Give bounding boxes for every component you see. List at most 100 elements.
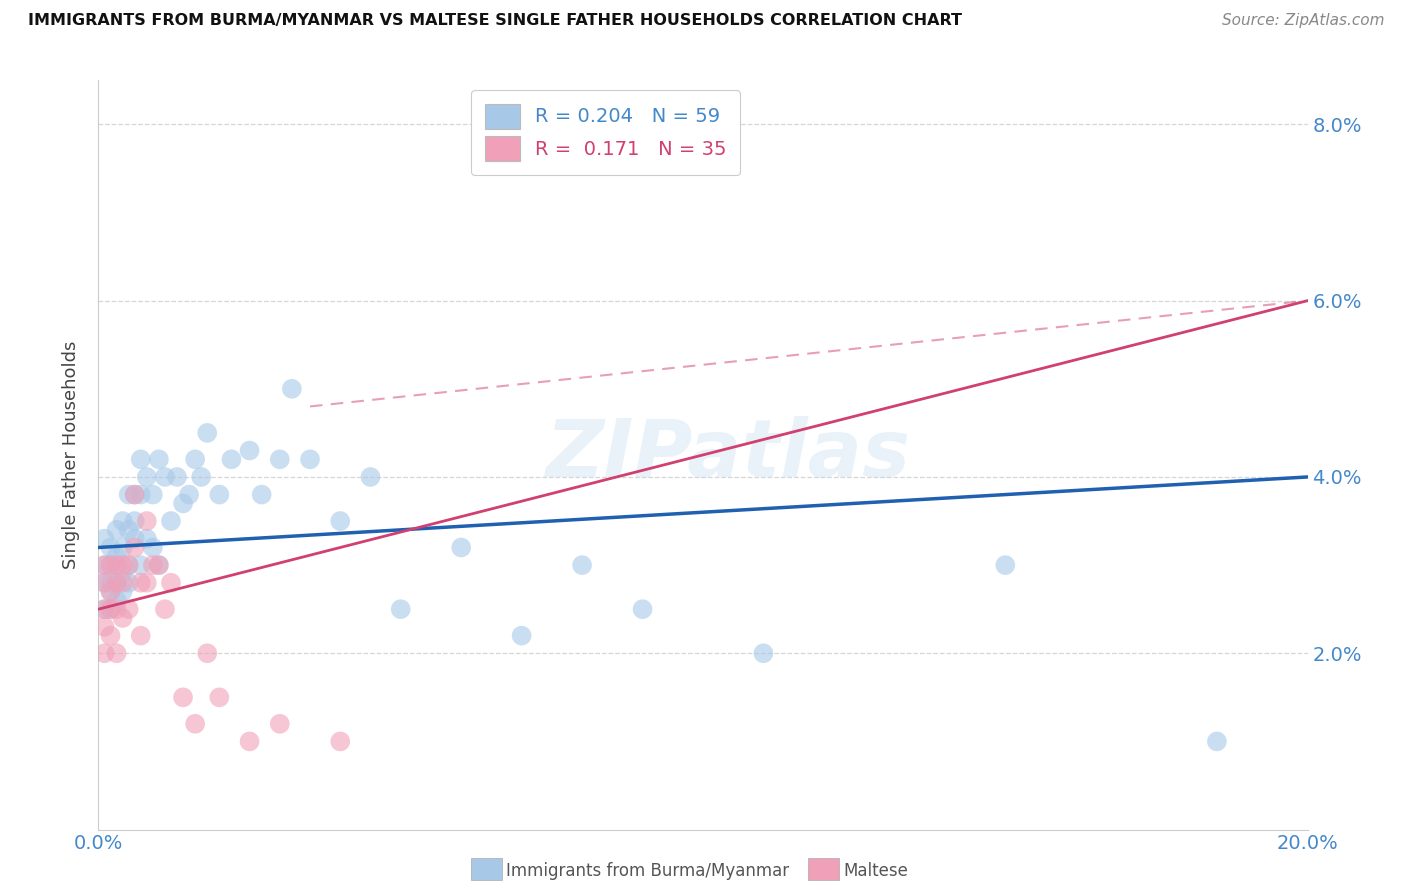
Point: [105, 523, 128, 537]
Point: [105, 558, 128, 573]
Text: IMMIGRANTS FROM BURMA/MYANMAR VS MALTESE SINGLE FATHER HOUSEHOLDS CORRELATION CH: IMMIGRANTS FROM BURMA/MYANMAR VS MALTESE…: [28, 13, 962, 29]
Point: [100, 584, 122, 599]
Point: [100, 602, 122, 616]
Point: [129, 575, 152, 590]
Point: [281, 382, 304, 396]
Point: [111, 566, 134, 581]
Point: [105, 549, 128, 564]
Point: [118, 558, 141, 573]
Point: [100, 558, 122, 573]
Point: [124, 487, 146, 501]
Point: [142, 541, 165, 555]
Point: [118, 487, 141, 501]
Point: [100, 541, 122, 555]
Point: [100, 584, 122, 599]
Point: [100, 558, 122, 573]
Point: [93, 558, 115, 573]
Point: [111, 584, 134, 599]
Point: [172, 690, 194, 705]
Point: [105, 575, 128, 590]
Point: [111, 558, 134, 573]
Point: [195, 646, 218, 660]
Point: [148, 452, 170, 467]
Text: Immigrants from Burma/Myanmar: Immigrants from Burma/Myanmar: [506, 863, 789, 880]
Point: [299, 452, 322, 467]
Point: [124, 487, 146, 501]
Point: [148, 558, 170, 573]
Point: [389, 602, 412, 616]
Point: [329, 514, 352, 528]
Point: [994, 558, 1017, 573]
Point: [1206, 734, 1229, 748]
Point: [124, 514, 146, 528]
Point: [105, 558, 128, 573]
Point: [135, 575, 157, 590]
Point: [111, 611, 134, 625]
Point: [208, 690, 231, 705]
Point: [250, 487, 273, 501]
Point: [100, 602, 122, 616]
Point: [93, 532, 115, 546]
Point: [135, 470, 157, 484]
Point: [269, 716, 291, 731]
Point: [135, 532, 157, 546]
Point: [153, 602, 176, 616]
Point: [93, 620, 115, 634]
Point: [142, 487, 165, 501]
Point: [190, 470, 212, 484]
Point: [153, 470, 176, 484]
Point: [111, 514, 134, 528]
Point: [450, 541, 472, 555]
Point: [269, 452, 291, 467]
Text: Maltese: Maltese: [844, 863, 908, 880]
Point: [142, 558, 165, 573]
Point: [93, 575, 115, 590]
Point: [124, 541, 146, 555]
Y-axis label: Single Father Households: Single Father Households: [62, 341, 80, 569]
Point: [93, 575, 115, 590]
Point: [129, 629, 152, 643]
Point: [111, 575, 134, 590]
Point: [118, 558, 141, 573]
Point: [166, 470, 188, 484]
Point: [221, 452, 243, 467]
Point: [239, 734, 262, 748]
Point: [179, 487, 201, 501]
Point: [93, 646, 115, 660]
Point: [124, 532, 146, 546]
Point: [184, 716, 207, 731]
Text: Source: ZipAtlas.com: Source: ZipAtlas.com: [1222, 13, 1385, 29]
Point: [93, 558, 115, 573]
Point: [752, 646, 775, 660]
Point: [172, 496, 194, 510]
Point: [93, 602, 115, 616]
Point: [571, 558, 593, 573]
Point: [239, 443, 262, 458]
Point: [111, 541, 134, 555]
Point: [129, 487, 152, 501]
Point: [208, 487, 231, 501]
Point: [129, 558, 152, 573]
Point: [129, 452, 152, 467]
Point: [160, 514, 183, 528]
Point: [105, 646, 128, 660]
Point: [118, 602, 141, 616]
Text: ZIPatlas: ZIPatlas: [544, 416, 910, 494]
Point: [160, 575, 183, 590]
Point: [510, 629, 533, 643]
Point: [105, 575, 128, 590]
Point: [148, 558, 170, 573]
Point: [118, 523, 141, 537]
Point: [360, 470, 382, 484]
Point: [105, 593, 128, 607]
Point: [184, 452, 207, 467]
Point: [195, 425, 218, 440]
Point: [631, 602, 654, 616]
Point: [105, 602, 128, 616]
Point: [100, 575, 122, 590]
Point: [100, 629, 122, 643]
Point: [118, 575, 141, 590]
Legend: R = 0.204   N = 59, R =  0.171   N = 35: R = 0.204 N = 59, R = 0.171 N = 35: [471, 90, 740, 175]
Point: [329, 734, 352, 748]
Point: [93, 602, 115, 616]
